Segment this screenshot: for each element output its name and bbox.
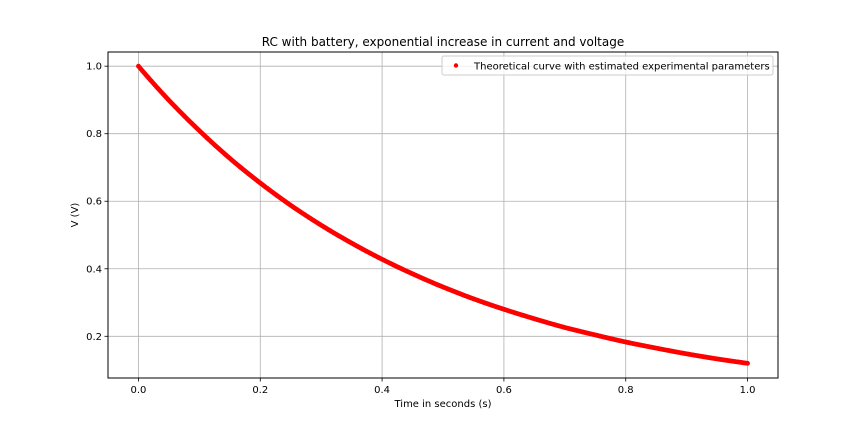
x-tick-label: 0.6 bbox=[496, 385, 512, 396]
y-axis-ticks: 0.2 0.4 0.6 0.8 1.0 bbox=[86, 62, 108, 343]
legend: Theoretical curve with estimated experim… bbox=[441, 55, 774, 76]
data-points bbox=[136, 63, 750, 366]
plot-frame bbox=[107, 51, 779, 379]
chart-title: RC with battery, exponential increase in… bbox=[262, 35, 624, 49]
legend-label: Theoretical curve with estimated experim… bbox=[473, 62, 770, 73]
data-point bbox=[743, 360, 749, 366]
x-tick-label: 1.0 bbox=[740, 385, 756, 396]
y-tick-label: 1.0 bbox=[86, 62, 102, 73]
x-axis-label: Time in seconds (s) bbox=[393, 399, 491, 410]
legend-box bbox=[441, 55, 774, 76]
x-tick-label: 0.4 bbox=[374, 385, 390, 396]
y-tick-label: 0.6 bbox=[86, 197, 102, 208]
x-axis-ticks: 0.0 0.2 0.4 0.6 0.8 1.0 bbox=[131, 378, 756, 396]
x-tick-label: 0.2 bbox=[252, 385, 268, 396]
y-tick-label: 0.2 bbox=[86, 332, 102, 343]
x-tick-label: 0.8 bbox=[618, 385, 634, 396]
y-tick-label: 0.8 bbox=[86, 129, 102, 140]
y-tick-label: 0.4 bbox=[86, 264, 102, 275]
x-tick-label: 0.0 bbox=[131, 385, 147, 396]
legend-marker bbox=[453, 63, 459, 68]
y-axis-label: V (V) bbox=[70, 203, 81, 228]
